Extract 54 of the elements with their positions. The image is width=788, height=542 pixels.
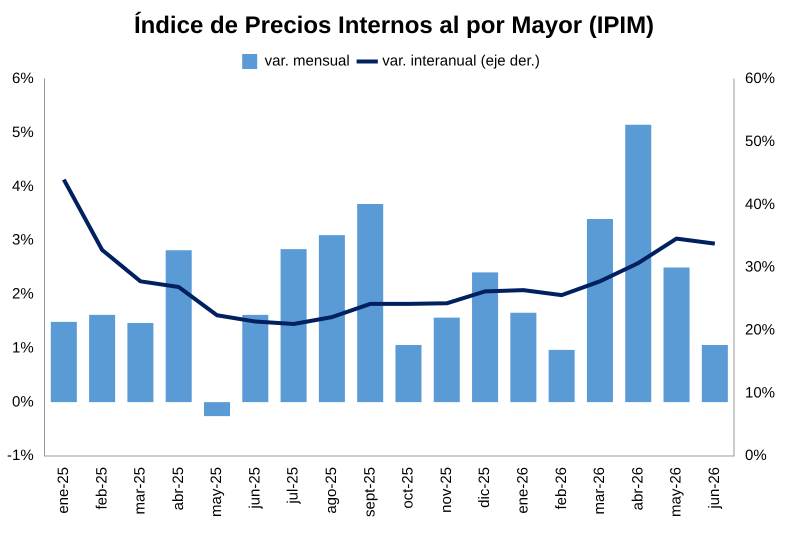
x-tick-label: abr-25 [170,466,187,510]
bar [664,267,690,402]
x-tick-label: ago-25 [323,466,340,514]
y-tick-label: -1% [6,447,34,464]
x-tick-label: ene-25 [54,466,72,514]
bar [434,318,460,402]
y-tick-label: 1% [12,339,34,356]
y2-tick-label: 50% [744,132,776,150]
bar [702,345,728,402]
bar [280,249,307,402]
bar [89,314,116,402]
y-tick-label: 6% [12,70,34,88]
y2-tick-label: 60% [744,70,776,88]
x-tick-label: mar-25 [132,466,149,514]
bar [127,322,154,402]
bar [166,250,192,402]
x-tick-label: nov-25 [438,466,455,513]
x-tick-label: abr-26 [629,466,646,510]
x-tick-label: may-25 [208,466,226,517]
y-tick-label: 0% [12,393,34,410]
bar [357,204,384,402]
y2-tick-label: 20% [744,321,776,338]
bar [472,272,498,402]
x-tick-label: mar-26 [591,466,608,514]
y2-tick-label: 0% [744,447,767,464]
y2-tick-label: 30% [744,258,776,276]
bar [204,402,230,416]
x-tick-label: oct-25 [400,466,417,509]
bar [50,322,77,402]
x-tick-label: feb-25 [93,466,110,510]
bar [548,350,575,402]
x-tick-label: feb-26 [552,466,570,510]
x-tick-label: jul-25 [284,466,302,505]
bar [510,312,536,402]
bar [318,235,345,402]
y-tick-label: 5% [12,124,34,141]
bar [625,124,652,402]
y2-tick-label: 10% [744,384,776,402]
x-tick-label: jun-26 [706,466,723,510]
bar [586,219,613,402]
legend-label: var. interanual (eje der.) [382,52,540,70]
y-tick-label: 3% [12,232,34,249]
legend-label: var. mensual [264,52,350,70]
y-tick-label: 2% [12,286,34,303]
bar [395,345,422,402]
y2-tick-label: 40% [744,196,776,213]
x-tick-label: may-26 [668,466,685,517]
y-tick-label: 4% [12,178,34,195]
chart-title: Índice de Precios Internos al por Mayor (IPIM) [132,12,656,41]
x-tick-label: dic-25 [476,466,494,508]
bar [242,314,268,402]
x-tick-label: jun-25 [246,466,264,510]
x-tick-label: ene-26 [514,466,532,514]
x-tick-label: sept-25 [361,466,378,518]
